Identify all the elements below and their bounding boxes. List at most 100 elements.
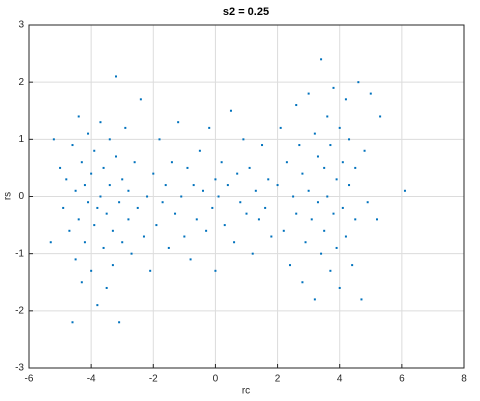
point bbox=[335, 178, 338, 181]
point bbox=[118, 321, 121, 324]
point bbox=[279, 126, 282, 129]
point bbox=[310, 218, 313, 221]
point bbox=[99, 121, 102, 124]
point bbox=[403, 189, 406, 192]
point bbox=[298, 144, 301, 147]
point bbox=[136, 206, 139, 209]
y-tick-label: 2 bbox=[18, 77, 24, 88]
point bbox=[170, 161, 173, 164]
point bbox=[229, 109, 232, 112]
point bbox=[360, 298, 363, 301]
point bbox=[186, 166, 189, 169]
point bbox=[87, 201, 90, 204]
point bbox=[90, 269, 93, 272]
point bbox=[93, 149, 96, 152]
point bbox=[335, 246, 338, 249]
point bbox=[164, 184, 167, 187]
point bbox=[68, 229, 71, 232]
point bbox=[316, 155, 319, 158]
point bbox=[146, 195, 149, 198]
point bbox=[62, 206, 65, 209]
point bbox=[301, 172, 304, 175]
point bbox=[183, 235, 186, 238]
point bbox=[332, 212, 335, 215]
point bbox=[282, 229, 285, 232]
point bbox=[270, 235, 273, 238]
point bbox=[174, 212, 177, 215]
point bbox=[80, 281, 83, 284]
point bbox=[307, 189, 310, 192]
point bbox=[320, 252, 323, 255]
point bbox=[344, 235, 347, 238]
point bbox=[211, 206, 214, 209]
point bbox=[242, 138, 245, 141]
point bbox=[214, 178, 217, 181]
point bbox=[99, 195, 102, 198]
point bbox=[354, 166, 357, 169]
point bbox=[195, 218, 198, 221]
point bbox=[292, 195, 295, 198]
point bbox=[363, 149, 366, 152]
point bbox=[251, 252, 254, 255]
y-tick-label: -3 bbox=[15, 363, 24, 374]
point bbox=[133, 161, 136, 164]
point bbox=[332, 86, 335, 89]
point bbox=[338, 286, 341, 289]
point bbox=[189, 258, 192, 261]
point bbox=[52, 138, 55, 141]
point bbox=[142, 235, 145, 238]
y-tick-label: 0 bbox=[18, 191, 24, 202]
y-tick-label: -2 bbox=[15, 305, 24, 316]
point bbox=[111, 264, 114, 267]
point bbox=[87, 132, 90, 135]
point bbox=[115, 75, 117, 78]
chart-title: s2 = 0.25 bbox=[223, 6, 269, 18]
point bbox=[80, 161, 83, 164]
point bbox=[192, 184, 195, 187]
point bbox=[313, 298, 316, 301]
point bbox=[102, 166, 105, 169]
point bbox=[105, 286, 108, 289]
point bbox=[108, 184, 111, 187]
x-tick-label: 4 bbox=[337, 374, 343, 385]
point bbox=[239, 201, 242, 204]
point bbox=[264, 206, 267, 209]
point bbox=[285, 161, 288, 164]
point bbox=[341, 161, 344, 164]
point bbox=[149, 269, 152, 272]
point bbox=[313, 132, 316, 135]
point bbox=[152, 172, 155, 175]
point bbox=[217, 195, 220, 198]
grid bbox=[28, 24, 465, 369]
y-axis-label: rs bbox=[3, 192, 14, 200]
point bbox=[326, 115, 329, 118]
point bbox=[233, 241, 236, 244]
point bbox=[127, 189, 130, 192]
x-tick-label: -6 bbox=[25, 374, 34, 385]
point bbox=[276, 184, 279, 187]
point bbox=[121, 241, 124, 244]
x-tick-label: 2 bbox=[275, 374, 281, 385]
point bbox=[71, 144, 74, 147]
point bbox=[139, 98, 142, 101]
y-tick-label: -1 bbox=[15, 248, 24, 259]
point bbox=[161, 201, 164, 204]
point bbox=[111, 229, 114, 232]
point bbox=[205, 229, 208, 232]
point bbox=[245, 212, 248, 215]
point bbox=[326, 195, 329, 198]
point bbox=[180, 195, 183, 198]
point bbox=[295, 104, 298, 107]
point bbox=[96, 206, 99, 209]
point bbox=[59, 166, 62, 169]
point bbox=[320, 58, 323, 61]
point bbox=[329, 144, 332, 147]
point bbox=[323, 229, 326, 232]
point bbox=[214, 269, 217, 272]
point bbox=[102, 246, 105, 249]
x-tick-label: -2 bbox=[149, 374, 158, 385]
point bbox=[105, 212, 108, 215]
ticks: -6 -4 -2 0 2 4 6 8 -3 -2 -1 0 1 2 3 bbox=[15, 20, 467, 385]
point bbox=[289, 264, 291, 267]
